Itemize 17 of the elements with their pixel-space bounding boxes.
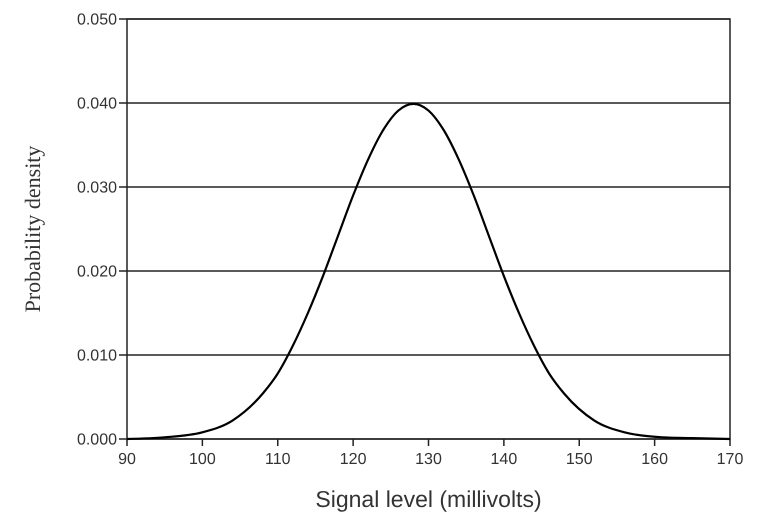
y-tick-label: 0.010 xyxy=(76,348,118,365)
x-axis-title: Signal level (millivolts) xyxy=(315,486,542,512)
x-tick-label: 140 xyxy=(490,451,518,468)
y-tick-label: 0.040 xyxy=(76,96,118,113)
x-tick-label: 160 xyxy=(641,451,668,468)
x-tick-label: 130 xyxy=(415,451,442,468)
y-tick-label: 0.020 xyxy=(76,264,118,281)
x-tick-label: 110 xyxy=(264,451,291,468)
y-axis-title: Probability density xyxy=(20,146,45,312)
x-tick-label: 90 xyxy=(118,451,136,468)
x-tick-label: 120 xyxy=(340,451,367,468)
x-tick-label: 170 xyxy=(716,451,744,468)
y-tick-label: 0.050 xyxy=(76,12,118,29)
x-tick-label: 150 xyxy=(566,451,593,468)
x-tick-label: 100 xyxy=(189,451,216,468)
y-tick-label: 0.000 xyxy=(76,432,118,449)
y-tick-label: 0.030 xyxy=(76,180,118,197)
